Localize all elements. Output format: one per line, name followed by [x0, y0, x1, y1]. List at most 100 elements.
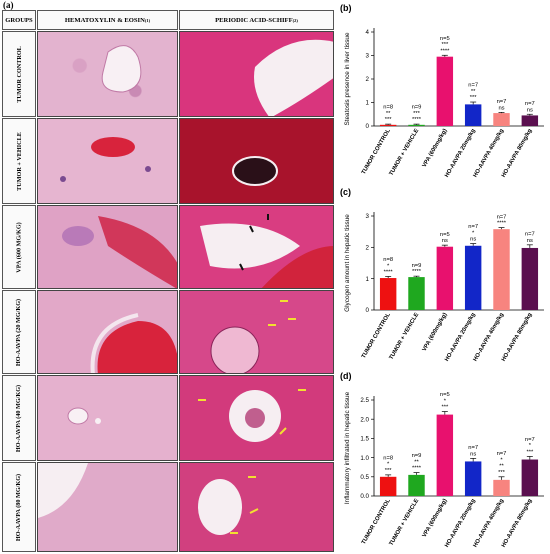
micrograph-panel: (a) GROUPS HEMATOXYLIN & EOSIN (1) PERIOD… — [2, 0, 334, 552]
category-label: TUMOR CONTROL — [361, 312, 392, 360]
significance-label: **** — [412, 269, 422, 275]
significance-label: *** — [413, 111, 421, 117]
category-label: HO-AAVPA 80mg/kg — [501, 498, 534, 549]
bar — [436, 246, 454, 310]
significance-label: ns — [527, 107, 533, 113]
significance-label: n=7 — [468, 83, 478, 89]
significance-label: **** — [440, 48, 450, 54]
significance-label: **** — [384, 269, 394, 275]
micrograph-he-tumor-control — [37, 31, 178, 117]
micrograph-he-tumor-vehicle — [37, 118, 178, 204]
panel-a-label: (a) — [3, 0, 14, 10]
category-label: HO-AAVPA 40mg/kg — [473, 312, 506, 363]
significance-label: *** — [441, 42, 449, 48]
category-label: HO-AAVPA 40mg/kg — [473, 498, 506, 549]
category-label: HO-AAVPA 80mg/kg — [501, 128, 534, 179]
y-tick-label: 0.0 — [360, 493, 369, 500]
row-label-tumor-vehicle: TUMOR + VEHICLE — [2, 118, 36, 204]
row-label-vpa: VPA (600 MG/KG) — [2, 205, 36, 289]
category-label: HO-AAVPA 20mg/kg — [444, 312, 477, 363]
significance-label: *** — [385, 468, 393, 474]
chart-inflammatory: (d) Inflammatory infiltrated in hepatic t… — [340, 371, 544, 549]
significance-label: n=9 — [412, 263, 422, 269]
bar — [464, 245, 482, 310]
pas-tumor-vehicle-vessel — [232, 156, 278, 186]
bar — [464, 104, 482, 126]
significance-label: n=7 — [525, 101, 535, 107]
significance-label: * — [529, 443, 532, 449]
y-tick-label: 1.5 — [360, 436, 369, 443]
y-tick-label: 2 — [366, 76, 370, 83]
micrograph-pas-tumor-control — [179, 31, 334, 117]
bar — [493, 113, 510, 126]
y-tick-label: 1.0 — [360, 455, 369, 462]
significance-label: n=9 — [412, 453, 422, 459]
category-label: HO-AAVPA 20mg/kg — [444, 498, 477, 549]
significance-label: **** — [412, 466, 422, 472]
significance-label: *** — [498, 470, 506, 476]
bar — [379, 278, 397, 310]
bar — [408, 124, 425, 126]
significance-label: n=7 — [468, 445, 478, 451]
micrograph-pas-hoaavpa-20 — [179, 290, 334, 374]
significance-label: ns — [442, 238, 448, 244]
bar — [408, 474, 425, 496]
significance-label: **** — [497, 221, 507, 227]
pas-header: PERIODIC ACID-SCHIFF (2) — [179, 10, 334, 30]
panel-label: (c) — [340, 187, 351, 197]
significance-label: n=7 — [525, 232, 535, 238]
he-hoaavpa-40-vessel — [67, 407, 101, 425]
category-label: TUMOR + VEHICLE — [389, 128, 421, 177]
chart-glycogen: (c) Glycogen amount in hepatic tissue 0 1 2 3… — [340, 187, 544, 363]
significance-label: n=7 — [525, 437, 535, 443]
significance-label: **** — [412, 117, 422, 123]
bar — [493, 479, 510, 496]
y-tick-label: 1 — [366, 276, 370, 283]
bar — [436, 414, 454, 496]
chart-steatosis: (b) Steatosis presence in liver tissue 0 1 2… — [340, 3, 544, 179]
y-tick-label: 4 — [366, 29, 370, 36]
panel-label: (b) — [340, 3, 352, 13]
bar — [379, 476, 397, 496]
bar — [521, 115, 539, 126]
significance-label: n=7 — [468, 224, 478, 230]
significance-label: * — [387, 462, 390, 468]
micrograph-pas-tumor-vehicle — [179, 118, 334, 204]
significance-label: n=9 — [412, 105, 422, 111]
significance-label: n=7 — [497, 451, 507, 457]
row-label-hoaavpa-40: HO-AAVPA (40 MG/KG) — [2, 375, 36, 461]
pas-hoaavpa-80-vessel — [198, 476, 259, 535]
y-tick-label: 2.5 — [360, 397, 369, 404]
micrograph-he-hoaavpa-40 — [37, 375, 178, 461]
significance-label: *** — [385, 117, 393, 123]
micrograph-pas-hoaavpa-40 — [179, 375, 334, 461]
significance-label: n=5 — [440, 232, 450, 238]
he-vpa-vessel — [62, 216, 177, 288]
pas-hoaavpa-20-nodule — [210, 300, 296, 373]
significance-label: n=8 — [383, 257, 393, 263]
bar — [521, 459, 539, 496]
significance-label: ** — [471, 89, 476, 95]
category-label: TUMOR CONTROL — [361, 498, 392, 546]
pas-hoaavpa-40-vessel — [198, 389, 306, 442]
y-tick-label: 0 — [366, 123, 370, 130]
significance-label: ** — [499, 464, 504, 470]
y-axis-label: Inflammatory infiltrated in hepatic tiss… — [344, 391, 351, 504]
significance-label: n=8 — [383, 105, 393, 111]
significance-label: *** — [526, 449, 534, 455]
bar — [521, 247, 539, 310]
category-label: TUMOR CONTROL — [361, 128, 392, 176]
significance-label: n=5 — [440, 36, 450, 42]
bar — [493, 229, 510, 310]
category-label: VPA (600mg/kg) — [422, 312, 449, 353]
y-tick-label: 3 — [366, 213, 370, 220]
significance-label: ns — [470, 451, 476, 457]
significance-label: * — [500, 457, 503, 463]
significance-label: * — [444, 398, 447, 404]
he-hoaavpa-80-vessel — [38, 463, 88, 518]
significance-label: * — [472, 230, 475, 236]
significance-label: ** — [386, 111, 391, 117]
bar — [408, 277, 425, 310]
significance-label: ** — [414, 459, 419, 465]
category-label: HO-AAVPA 40mg/kg — [473, 128, 506, 179]
